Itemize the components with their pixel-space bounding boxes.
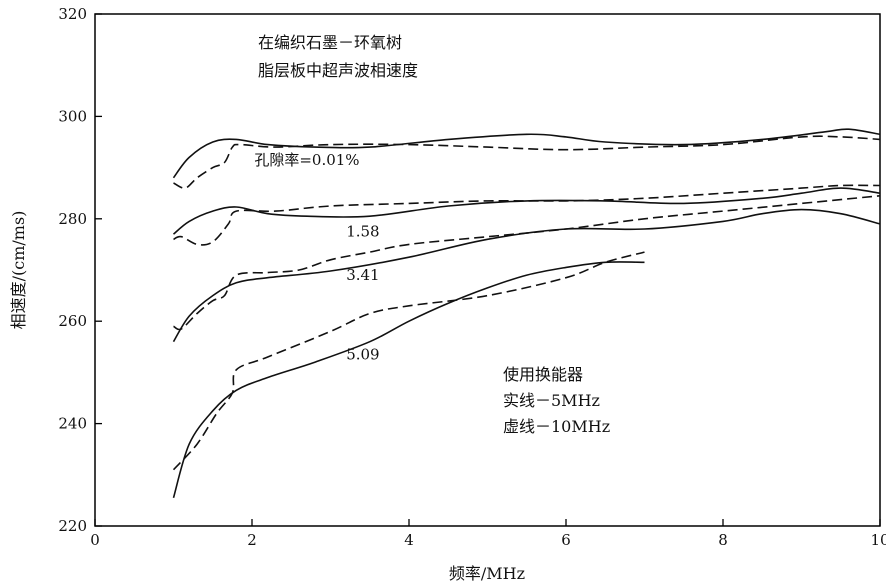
x-tick-label: 4 (404, 531, 414, 549)
y-axis-label: 相速度/(cm/ms) (9, 211, 28, 330)
y-tick-label: 280 (58, 210, 87, 228)
y-tick-label: 260 (58, 312, 87, 330)
series-line-3-41-5mhz (172, 208, 881, 343)
series-layer (172, 128, 881, 499)
x-tick-label: 6 (561, 531, 571, 549)
x-tick-label: 10 (870, 531, 886, 549)
y-tick-label: 240 (58, 415, 87, 433)
x-tick-label: 2 (247, 531, 257, 549)
x-tick-label: 0 (90, 531, 100, 549)
y-tick-label: 300 (58, 107, 87, 125)
series-line-1-58-10mhz (173, 184, 881, 246)
x-axis: 0 2 4 6 8 10 (90, 519, 886, 549)
series-line-0-01-10mhz (173, 135, 881, 189)
legend-line-2: 实线－5MHz (503, 391, 600, 410)
curve-annotation: 3.41 (346, 266, 379, 284)
series-line-0-01-5mhz (172, 128, 881, 179)
x-tick-label: 8 (718, 531, 728, 549)
curve-annotation: 1.58 (346, 223, 379, 241)
series-line-5-09-5mhz (172, 261, 645, 499)
legend-line-1: 使用换能器 (503, 365, 583, 384)
annotation-layer: 孔隙率=0.01% 1.58 3.41 5.09 (254, 151, 379, 364)
y-tick-label: 220 (58, 517, 87, 535)
series-line-1-58-5mhz (172, 187, 881, 235)
x-axis-label: 频率/MHz (449, 564, 525, 583)
series-line-3-41-10mhz (173, 195, 881, 331)
series-line-5-09-10mhz (172, 251, 645, 471)
curve-annotation: 孔隙率=0.01% (254, 151, 359, 169)
title-line-1: 在编织石墨－环氧树 (258, 33, 402, 52)
curve-annotation: 5.09 (346, 346, 379, 364)
y-axis: 220 240 260 280 300 320 (58, 5, 102, 535)
title-line-2: 脂层板中超声波相速度 (258, 61, 418, 80)
legend-line-3: 虚线－10MHz (503, 417, 610, 436)
plot-area (94, 13, 881, 527)
y-tick-label: 320 (58, 5, 87, 23)
